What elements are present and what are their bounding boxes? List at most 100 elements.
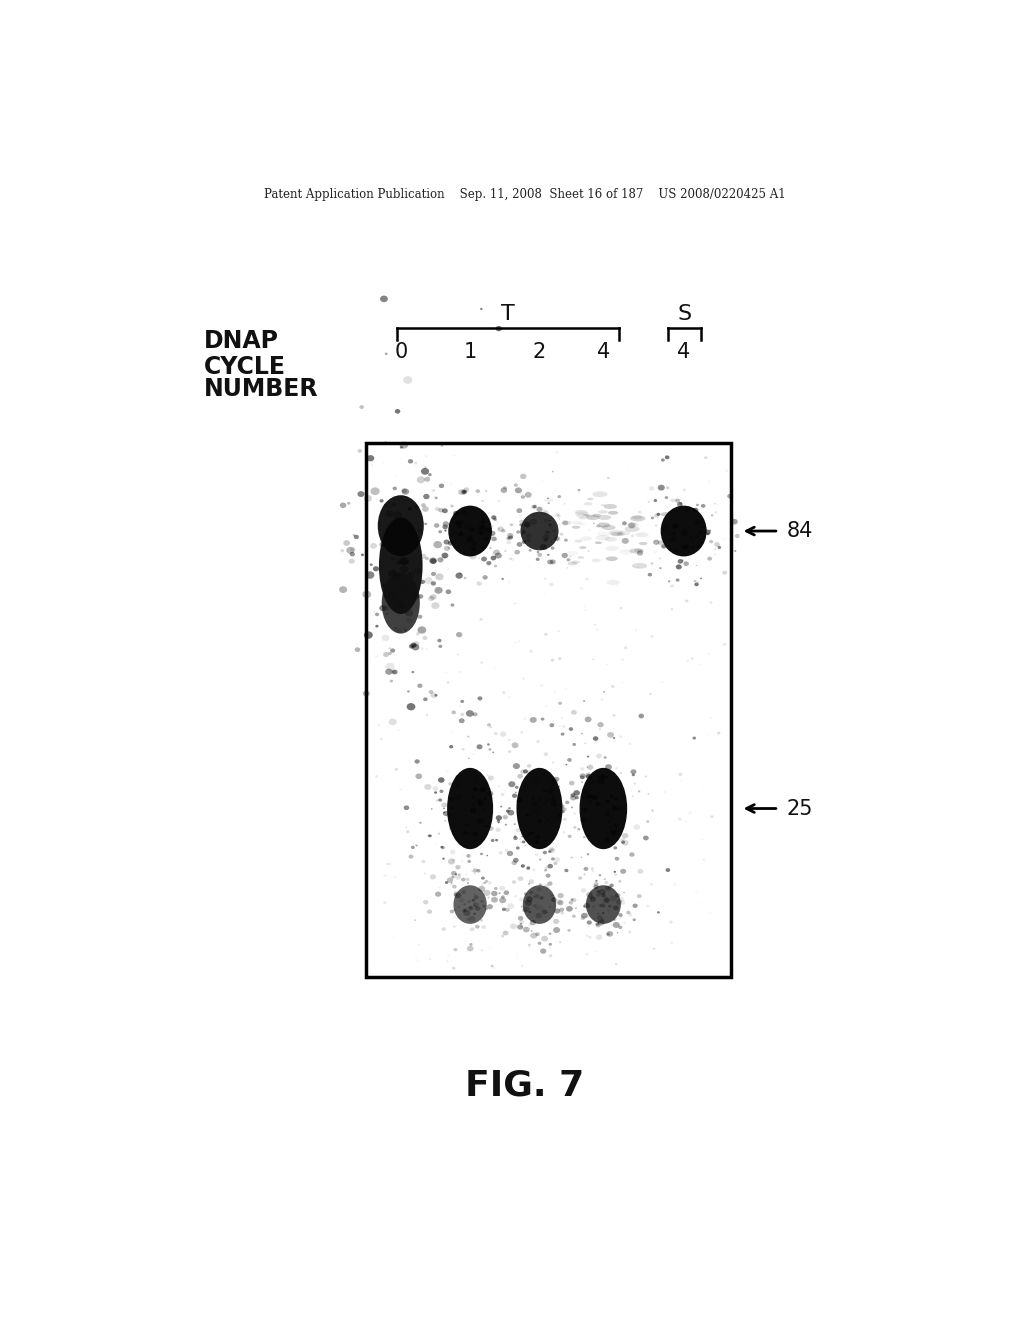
Ellipse shape [555, 810, 557, 812]
Ellipse shape [501, 487, 507, 492]
Ellipse shape [547, 788, 554, 793]
Ellipse shape [623, 891, 625, 894]
Ellipse shape [537, 887, 542, 891]
Ellipse shape [456, 784, 460, 787]
Ellipse shape [524, 900, 526, 903]
Ellipse shape [486, 561, 492, 565]
Ellipse shape [456, 632, 463, 638]
Ellipse shape [483, 882, 486, 884]
Ellipse shape [453, 908, 457, 911]
Ellipse shape [510, 523, 513, 527]
Ellipse shape [550, 894, 554, 896]
Ellipse shape [551, 898, 557, 902]
Ellipse shape [424, 577, 432, 583]
Ellipse shape [672, 536, 678, 541]
Ellipse shape [481, 546, 484, 550]
Ellipse shape [570, 796, 577, 800]
Ellipse shape [430, 594, 436, 599]
Ellipse shape [436, 800, 438, 801]
Ellipse shape [475, 907, 480, 911]
Ellipse shape [544, 869, 547, 871]
Ellipse shape [480, 527, 487, 532]
Text: CYCLE: CYCLE [204, 355, 286, 379]
Ellipse shape [580, 774, 586, 779]
Ellipse shape [414, 506, 419, 508]
Ellipse shape [569, 780, 574, 785]
Ellipse shape [618, 896, 624, 902]
Ellipse shape [578, 523, 586, 525]
Ellipse shape [594, 624, 596, 626]
Ellipse shape [466, 911, 468, 912]
Ellipse shape [549, 582, 554, 586]
Ellipse shape [523, 770, 528, 774]
Ellipse shape [593, 774, 595, 775]
Ellipse shape [615, 767, 617, 770]
Ellipse shape [547, 498, 549, 499]
Ellipse shape [489, 531, 496, 536]
Ellipse shape [406, 618, 412, 623]
Ellipse shape [530, 933, 538, 939]
Ellipse shape [370, 564, 373, 566]
Ellipse shape [530, 512, 536, 516]
Ellipse shape [654, 540, 655, 541]
Ellipse shape [515, 895, 517, 898]
Ellipse shape [634, 549, 644, 552]
Ellipse shape [612, 714, 615, 717]
Ellipse shape [349, 558, 354, 564]
Ellipse shape [586, 515, 594, 517]
Ellipse shape [583, 825, 587, 829]
Ellipse shape [466, 525, 469, 527]
Ellipse shape [623, 921, 626, 925]
Ellipse shape [608, 887, 610, 888]
Ellipse shape [566, 568, 568, 569]
Ellipse shape [452, 817, 457, 821]
Ellipse shape [466, 521, 468, 524]
Ellipse shape [631, 770, 637, 775]
Ellipse shape [592, 906, 595, 908]
Ellipse shape [608, 826, 610, 828]
Ellipse shape [472, 899, 475, 902]
Ellipse shape [499, 851, 503, 855]
Ellipse shape [558, 657, 561, 660]
Ellipse shape [470, 535, 473, 537]
Ellipse shape [482, 576, 487, 579]
Ellipse shape [487, 723, 490, 726]
Ellipse shape [475, 925, 479, 928]
Ellipse shape [379, 605, 386, 611]
Ellipse shape [672, 552, 676, 554]
Ellipse shape [617, 531, 631, 536]
Ellipse shape [523, 717, 526, 719]
Ellipse shape [455, 874, 458, 875]
Ellipse shape [606, 557, 617, 561]
Ellipse shape [597, 532, 609, 536]
Ellipse shape [570, 899, 573, 900]
Ellipse shape [498, 527, 504, 532]
Ellipse shape [468, 906, 474, 911]
Ellipse shape [553, 927, 560, 933]
Ellipse shape [601, 525, 615, 531]
Ellipse shape [691, 657, 693, 660]
Ellipse shape [399, 441, 409, 449]
Ellipse shape [553, 919, 559, 924]
Ellipse shape [581, 536, 592, 541]
Ellipse shape [570, 793, 575, 797]
Ellipse shape [660, 512, 672, 516]
Ellipse shape [527, 764, 531, 768]
Ellipse shape [514, 824, 516, 825]
Ellipse shape [485, 546, 487, 548]
Ellipse shape [353, 535, 358, 539]
Ellipse shape [681, 515, 684, 519]
Ellipse shape [581, 767, 584, 771]
Ellipse shape [548, 850, 551, 853]
Text: 84: 84 [786, 521, 813, 541]
Ellipse shape [563, 503, 566, 504]
Ellipse shape [473, 895, 478, 899]
Ellipse shape [421, 859, 426, 863]
Ellipse shape [561, 810, 565, 813]
Ellipse shape [618, 880, 622, 883]
Ellipse shape [615, 894, 621, 898]
Ellipse shape [492, 553, 494, 554]
Ellipse shape [383, 874, 387, 876]
Ellipse shape [585, 610, 587, 611]
Ellipse shape [508, 750, 511, 752]
